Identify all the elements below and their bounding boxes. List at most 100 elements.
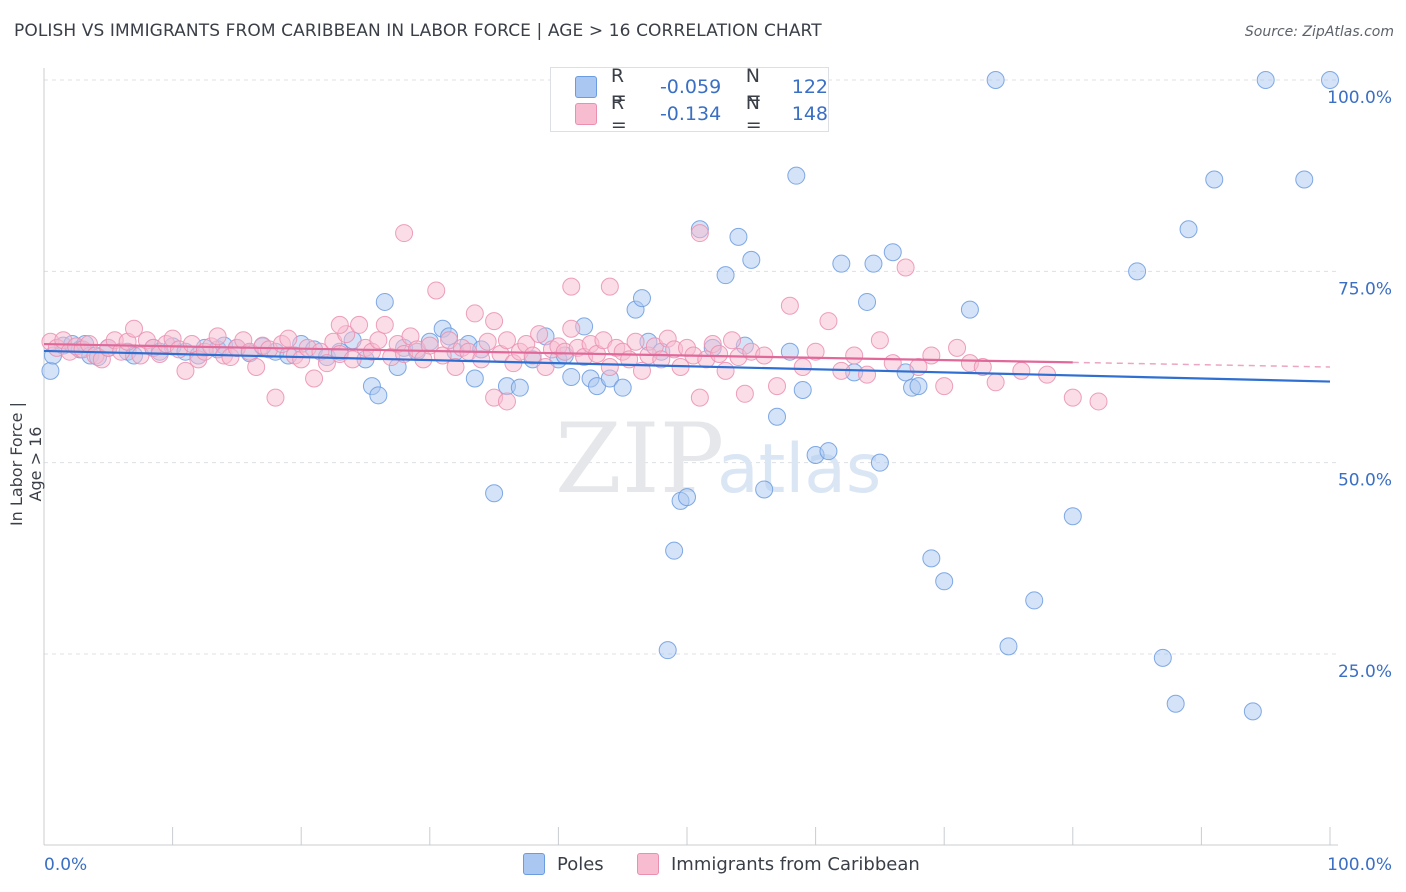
point-caribbean bbox=[768, 377, 787, 396]
watermark-zip: ZIP bbox=[555, 403, 724, 515]
point-caribbean bbox=[350, 315, 369, 334]
point-caribbean bbox=[279, 329, 298, 348]
watermark: ZIP atlas bbox=[555, 403, 881, 515]
point-caribbean bbox=[896, 258, 915, 277]
legend-r-value: -0.134 bbox=[659, 103, 722, 125]
point-caribbean bbox=[870, 331, 889, 350]
point-caribbean bbox=[478, 332, 497, 351]
point-poles bbox=[1243, 702, 1262, 721]
point-caribbean bbox=[973, 358, 992, 376]
legend-n-value: 122 bbox=[791, 76, 828, 98]
point-poles bbox=[768, 407, 787, 426]
point-caribbean bbox=[562, 319, 581, 338]
point-caribbean bbox=[497, 331, 516, 350]
point-poles bbox=[1153, 648, 1172, 667]
point-caribbean bbox=[948, 338, 967, 357]
point-caribbean bbox=[176, 361, 195, 380]
point-caribbean bbox=[446, 358, 465, 376]
point-poles bbox=[665, 541, 684, 560]
point-caribbean bbox=[530, 325, 549, 344]
point-poles bbox=[1205, 170, 1224, 189]
point-poles bbox=[755, 480, 774, 499]
point-caribbean bbox=[523, 346, 542, 365]
x-tick-label: 0.0% bbox=[44, 855, 87, 875]
point-caribbean bbox=[806, 342, 825, 361]
legend-n-value: 148 bbox=[791, 103, 828, 125]
point-caribbean bbox=[986, 373, 1005, 392]
point-poles bbox=[1128, 262, 1147, 281]
trend-line-caribbean bbox=[43, 342, 1073, 364]
watermark-atlas: atlas bbox=[717, 430, 881, 509]
point-poles bbox=[999, 637, 1018, 656]
point-caribbean bbox=[735, 384, 754, 403]
point-caribbean bbox=[369, 331, 388, 350]
legend-r-value: -0.059 bbox=[659, 76, 722, 98]
legend-row-poles: R = -0.059 N = 122 bbox=[575, 65, 828, 109]
trend-line-caribbean-dashed bbox=[1072, 361, 1331, 368]
point-poles bbox=[1025, 591, 1044, 610]
bottom-legend-label-caribbean: Immigrants from Caribbean bbox=[671, 853, 920, 875]
bottom-legend-swatch-caribbean bbox=[637, 853, 659, 875]
point-poles bbox=[922, 549, 941, 568]
point-poles bbox=[510, 378, 529, 397]
point-caribbean bbox=[208, 327, 227, 346]
point-poles bbox=[375, 292, 394, 311]
point-poles bbox=[864, 254, 883, 273]
bottom-legend-swatch-poles bbox=[523, 853, 545, 875]
x-tick-label: 100.0% bbox=[1327, 855, 1392, 875]
point-caribbean bbox=[1063, 388, 1082, 407]
point-poles bbox=[716, 266, 735, 285]
point-caribbean bbox=[723, 331, 742, 350]
scatter-points bbox=[41, 71, 1339, 721]
point-caribbean bbox=[395, 224, 414, 243]
point-caribbean bbox=[562, 277, 581, 296]
point-poles bbox=[1166, 694, 1185, 713]
bottom-legend-caribbean: Immigrants from Caribbean bbox=[637, 851, 920, 877]
y-axis-title: In Labor Force | Age > 16 bbox=[7, 401, 45, 527]
point-poles bbox=[658, 641, 677, 660]
legend-r-label: R = bbox=[610, 92, 627, 136]
bottom-legend-poles: Poles bbox=[523, 851, 604, 877]
point-caribbean bbox=[485, 312, 504, 331]
y-tick-label: 50.0% bbox=[1338, 471, 1392, 491]
point-poles bbox=[465, 369, 484, 388]
point-caribbean bbox=[317, 354, 336, 373]
trend-lines bbox=[43, 342, 1331, 383]
point-poles bbox=[1295, 170, 1314, 189]
point-caribbean bbox=[375, 315, 394, 334]
point-caribbean bbox=[845, 346, 864, 365]
legend-swatch-caribbean bbox=[575, 103, 597, 125]
point-caribbean bbox=[125, 319, 144, 338]
point-caribbean bbox=[600, 358, 619, 376]
point-poles bbox=[729, 227, 748, 246]
point-caribbean bbox=[690, 224, 709, 243]
y-tick-label: 100.0% bbox=[1327, 88, 1392, 108]
point-poles bbox=[935, 572, 954, 591]
point-caribbean bbox=[536, 358, 555, 376]
legend-r-label: R = bbox=[610, 65, 627, 109]
axes bbox=[43, 68, 1338, 846]
point-caribbean bbox=[690, 388, 709, 407]
point-caribbean bbox=[922, 346, 941, 365]
point-poles bbox=[870, 453, 889, 472]
point-poles bbox=[632, 289, 651, 308]
point-poles bbox=[678, 488, 696, 507]
point-poles bbox=[369, 386, 388, 405]
point-poles bbox=[787, 166, 806, 185]
legend-n-label: N = bbox=[745, 65, 762, 109]
point-caribbean bbox=[472, 350, 491, 369]
y-tick-label: 75.0% bbox=[1338, 279, 1392, 299]
point-poles bbox=[485, 484, 504, 503]
point-caribbean bbox=[247, 358, 266, 376]
legend-swatch-poles bbox=[575, 76, 597, 98]
point-caribbean bbox=[716, 361, 735, 380]
point-caribbean bbox=[305, 369, 324, 388]
point-poles bbox=[858, 292, 877, 311]
point-poles bbox=[41, 361, 60, 380]
point-poles bbox=[562, 367, 581, 386]
point-poles bbox=[909, 377, 928, 396]
point-poles bbox=[819, 442, 838, 461]
point-poles bbox=[986, 71, 1005, 89]
point-caribbean bbox=[883, 354, 902, 373]
